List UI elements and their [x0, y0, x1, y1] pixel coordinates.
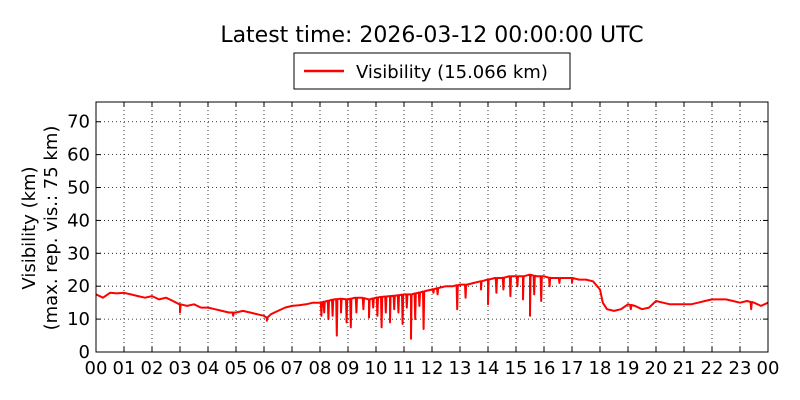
series-line-visibility: [95, 273, 769, 340]
x-tick-label: 13: [449, 358, 472, 379]
y-tick-label: 10: [67, 309, 90, 330]
x-tick-label: 15: [505, 358, 528, 379]
x-tick-label: 08: [309, 358, 332, 379]
x-tick-label: 04: [197, 358, 220, 379]
x-tick-label: 22: [701, 358, 724, 379]
y-axis-label: Visibility (km) (max. rep. vis.: 75 km): [19, 126, 62, 331]
y-tick-label: 0: [79, 342, 90, 363]
y-tick-label: 70: [67, 112, 90, 133]
x-tick-label: 06: [253, 358, 276, 379]
x-axis-ticks: 00 01 02 03 04 05 06 07 08 09 10 11 12 13 14 15 16 17 18 19…: [85, 102, 780, 379]
y-axis-ticks: 0 10 20 30 40 50 60 70: [67, 112, 768, 363]
y-tick-label: 50: [67, 178, 90, 199]
x-tick-label: 19: [617, 358, 640, 379]
legend: Visibility (15.066 km): [293, 52, 571, 90]
x-tick-label: 00: [757, 358, 780, 379]
x-tick-label: 02: [141, 358, 164, 379]
x-tick-label: 20: [645, 358, 668, 379]
y-tick-label: 30: [67, 243, 90, 264]
x-tick-label: 07: [281, 358, 304, 379]
x-tick-label: 09: [337, 358, 360, 379]
grid: [96, 102, 768, 352]
x-tick-label: 05: [225, 358, 248, 379]
x-tick-label: 14: [477, 358, 500, 379]
x-tick-label: 16: [533, 358, 556, 379]
series-layer: [95, 273, 769, 340]
x-tick-label: 11: [393, 358, 416, 379]
x-tick-label: 12: [421, 358, 444, 379]
y-tick-label: 60: [67, 145, 90, 166]
plot-frame: [95, 101, 769, 353]
x-tick-label: 03: [169, 358, 192, 379]
x-tick-label: 23: [729, 358, 752, 379]
x-tick-label: 21: [673, 358, 696, 379]
x-tick-label: 10: [365, 358, 388, 379]
y-tick-label: 20: [67, 276, 90, 297]
x-tick-label: 17: [561, 358, 584, 379]
legend-entry-visibility: Visibility (15.066 km): [356, 62, 548, 83]
chart-title: Latest time: 2026-03-12 00:00:00 UTC: [220, 23, 643, 48]
x-tick-label: 01: [113, 358, 136, 379]
x-tick-label: 18: [589, 358, 612, 379]
y-axis-label-line2: (max. rep. vis.: 75 km): [41, 126, 62, 331]
y-axis-label-line1: Visibility (km): [19, 166, 40, 289]
y-tick-label: 40: [67, 210, 90, 231]
x-tick-label: 00: [85, 358, 108, 379]
